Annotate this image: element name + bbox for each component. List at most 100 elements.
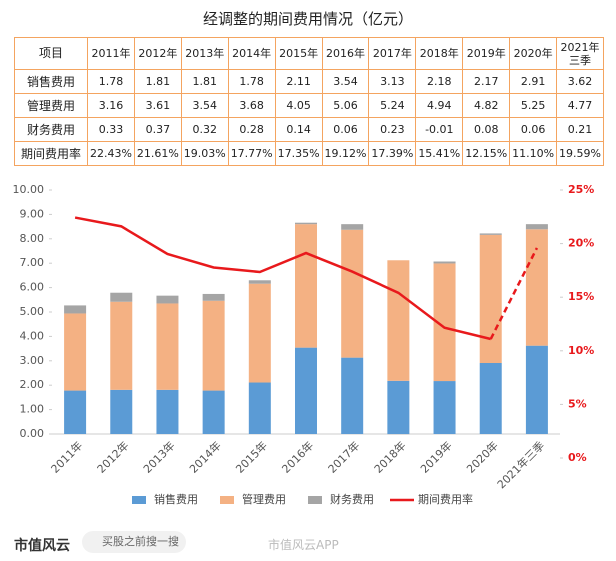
table-cell: 3.13: [368, 69, 417, 94]
y-tick-label: 9.00: [20, 207, 45, 220]
bar: [341, 357, 364, 434]
table-cell: 12.15%: [462, 141, 511, 166]
table-cell: 19.59%: [556, 141, 604, 166]
x-tick-label: 2019年: [417, 438, 454, 475]
y-tick-label: 7.00: [20, 256, 45, 269]
bar: [295, 347, 317, 434]
table-cell: 0.33: [87, 117, 135, 142]
line: [489, 247, 539, 340]
footer: 市值风云 买股之前搜一搜 市值风云APP: [0, 527, 616, 561]
table-cell: 2019年: [462, 37, 511, 70]
table-cell: 11.10%: [509, 141, 558, 166]
table-cell: 0.21: [556, 117, 604, 142]
table-cell: 0.08: [462, 117, 511, 142]
bar: [433, 381, 456, 434]
y-tick-label: 5.00: [20, 305, 45, 318]
y2-tick-label: 5%: [568, 397, 587, 410]
bar: [248, 280, 271, 284]
bar: [387, 380, 410, 434]
search-box[interactable]: 买股之前搜一搜: [82, 531, 186, 553]
bar: [479, 233, 502, 235]
table-cell: 期间费用率: [14, 141, 88, 166]
bar: [433, 261, 456, 264]
table-cell: 管理费用: [14, 93, 88, 118]
table-row: 销售费用 1.78 1.81 1.81 1.78 2.11 3.54 3.13 2.18 2.17…: [14, 69, 604, 94]
table-cell: 4.82: [462, 93, 511, 118]
table-cell: 17.77%: [227, 141, 276, 166]
table-cell: 2018年: [415, 37, 464, 70]
table-cell: -0.01: [415, 117, 464, 142]
table-row: 管理费用 3.16 3.61 3.54 3.68 4.05 5.06 5.24 4.94 4.82…: [14, 93, 604, 118]
chart-title: 经调整的期间费用情况（亿元）: [202, 10, 413, 28]
x-tick-label: 2015年: [233, 438, 270, 475]
table-cell: 2015年: [274, 37, 323, 70]
table-cell: 4.05: [274, 93, 323, 118]
table-cell: 2.17: [462, 69, 511, 94]
bar: [110, 301, 133, 390]
x-tick-label: 2013年: [140, 438, 177, 475]
table-cell: 0.23: [368, 117, 417, 142]
bar: [525, 229, 548, 346]
x-tick-label: 2017年: [325, 438, 362, 475]
bar: [341, 229, 364, 358]
table-cell: 0.37: [133, 117, 182, 142]
table-cell: 2012年: [133, 37, 182, 70]
y-tick-label: 1.00: [20, 403, 45, 416]
legend-label: 销售费用: [154, 492, 198, 506]
x-tick-label: 2012年: [94, 438, 131, 475]
table-row: 期间费用率 22.43% 21.61% 19.03% 17.77% 17.35% 19.12…: [14, 141, 604, 166]
table-cell: 财务费用: [14, 117, 88, 142]
legend-swatch: [132, 496, 146, 504]
y-tick-label: 3.00: [20, 354, 45, 367]
bar: [64, 313, 87, 391]
table-cell: 2.11: [274, 69, 323, 94]
table-cell: 15.41%: [415, 141, 464, 166]
y-tick-label: 8.00: [20, 232, 45, 245]
bar: [202, 293, 225, 301]
bar: [202, 300, 225, 391]
table-cell: 5.06: [321, 93, 370, 118]
table-cell: 2021年三季: [556, 37, 604, 70]
bar: [295, 222, 317, 225]
table-cell: 3.16: [87, 93, 135, 118]
x-tick-label: 2018年: [371, 438, 408, 475]
table-cell: 2013年: [180, 37, 229, 70]
y-tick-label: 6.00: [20, 281, 45, 294]
bar: [341, 224, 364, 230]
x-tick-label: 2011年: [48, 438, 85, 475]
legend-label: 财务费用: [330, 492, 374, 506]
table-cell: 0.14: [274, 117, 323, 142]
table-row: 项目 2011年 2012年 2013年 2014年 2015年 2016年 2017年 201…: [14, 37, 604, 70]
table-cell: 3.54: [321, 69, 370, 94]
table-cell: 销售费用: [14, 69, 88, 94]
table-cell: 2.18: [415, 69, 464, 94]
line: [74, 216, 492, 341]
x-tick-label: 2014年: [186, 438, 223, 475]
bar: [110, 389, 133, 434]
table-cell: 0.06: [509, 117, 558, 142]
y2-tick-label: 15%: [568, 290, 594, 303]
bar: [64, 305, 87, 314]
table-cell: 1.78: [87, 69, 135, 94]
table-cell: 0.32: [180, 117, 229, 142]
table-cell: 17.35%: [274, 141, 323, 166]
bar: [248, 382, 271, 434]
bar: [202, 390, 225, 434]
y2-tick-label: 20%: [568, 237, 594, 250]
table-cell: 1.81: [133, 69, 182, 94]
table-row: 财务费用 0.33 0.37 0.32 0.28 0.14 0.06 0.23 -0.01 0.0…: [14, 117, 604, 142]
bar: [156, 295, 179, 304]
table-cell: 0.06: [321, 117, 370, 142]
table-cell: 1.78: [227, 69, 276, 94]
table-cell: 项目: [14, 37, 88, 70]
bar: [525, 345, 548, 434]
bar: [479, 362, 502, 434]
x-tick-label: 2020年: [463, 438, 500, 475]
table-cell: 19.12%: [321, 141, 370, 166]
bar: [525, 224, 548, 230]
table-cell: 4.77: [556, 93, 604, 118]
brand: 市值风云: [14, 538, 70, 554]
x-tick-label: 2021年三季: [494, 438, 547, 491]
bar: [387, 260, 410, 381]
